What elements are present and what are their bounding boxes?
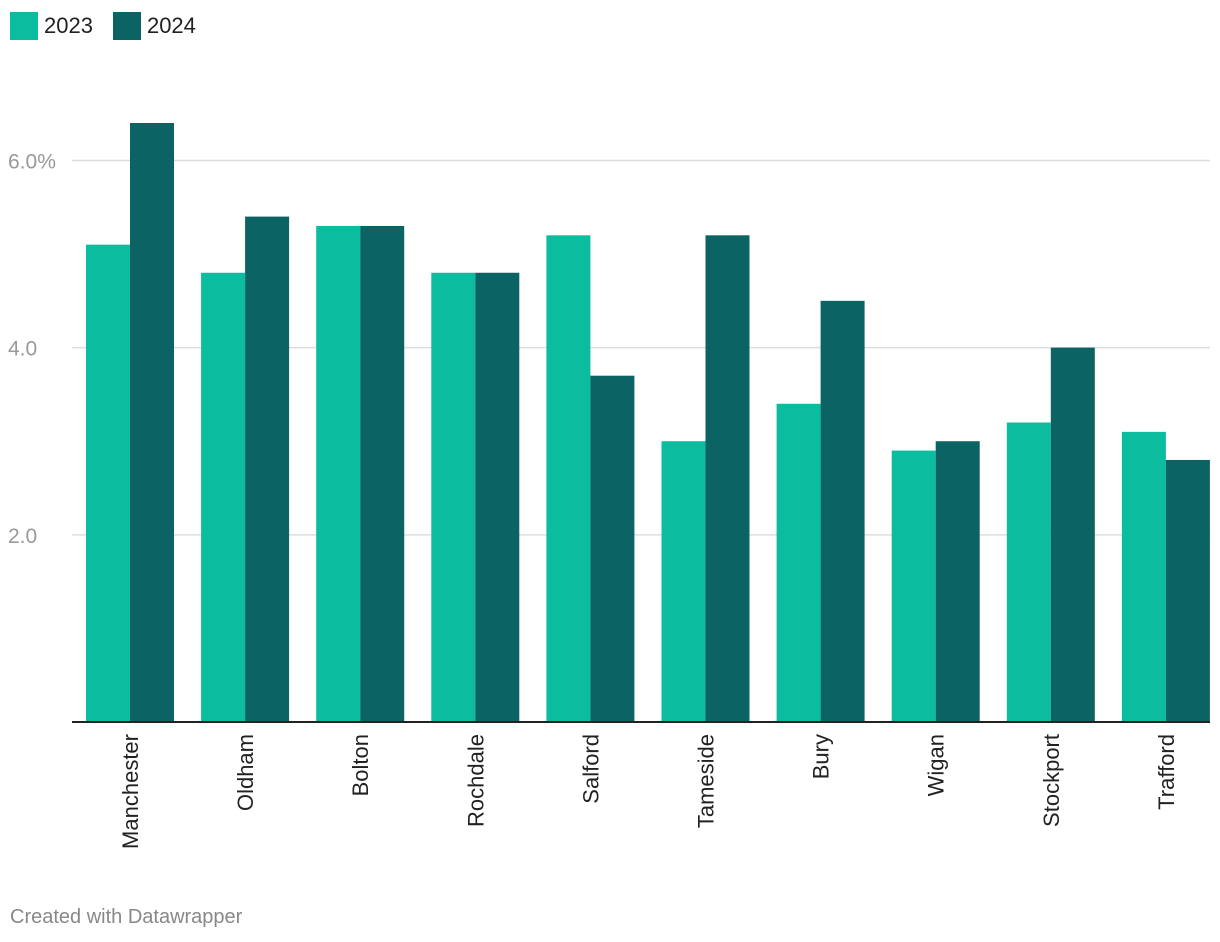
legend-item-2023: 2023	[10, 12, 93, 40]
legend-label-2023: 2023	[44, 13, 93, 38]
bar-salford-2024	[590, 375, 635, 722]
x-tick-label-salford: Salford	[578, 734, 603, 804]
bar-manchester-2023	[86, 244, 130, 722]
legend-item-2024: 2024	[112, 12, 196, 40]
legend-swatch-2023	[10, 12, 38, 40]
bar-tameside-2023	[661, 441, 706, 722]
bar-oldham-2023	[201, 272, 246, 722]
bar-chart: 2.0 4.0 6.0% Manchester Oldham Bolton Rochdale…	[8, 123, 1210, 849]
bar-wigan-2024	[935, 441, 980, 722]
bar-stockport-2024	[1050, 347, 1095, 722]
x-tick-label-manchester: Manchester	[118, 734, 143, 849]
x-tick-label-stockport: Stockport	[1039, 734, 1064, 827]
legend: 2023 2024	[10, 12, 216, 40]
footer-credit: Created with Datawrapper	[10, 906, 243, 928]
bar-rochdale-2024	[475, 272, 520, 722]
bar-bury-2024	[820, 300, 865, 722]
bar-rochdale-2023	[431, 272, 476, 722]
bar-wigan-2023	[891, 450, 936, 722]
y-tick-label-4: 4.0	[8, 338, 37, 361]
x-tick-label-oldham: Oldham	[233, 734, 258, 811]
bar-bury-2023	[776, 403, 821, 722]
bar-stockport-2023	[1006, 422, 1051, 722]
x-tick-label-rochdale: Rochdale	[463, 734, 488, 827]
bar-salford-2023	[546, 235, 591, 722]
legend-swatch-2024	[112, 12, 141, 40]
x-tick-label-tameside: Tameside	[694, 734, 719, 828]
bar-oldham-2024	[245, 216, 290, 722]
legend-label-2024: 2024	[146, 13, 196, 38]
x-tick-label-trafford: Trafford	[1154, 734, 1179, 810]
bar-manchester-2024	[130, 123, 174, 722]
bar-bolton-2024	[360, 225, 405, 722]
y-tick-label-2: 2.0	[8, 525, 37, 548]
y-tick-label-6: 6.0%	[8, 150, 56, 173]
bar-trafford-2024	[1165, 459, 1210, 722]
x-tick-label-bury: Bury	[809, 734, 834, 779]
bar-bolton-2023	[316, 225, 361, 722]
x-tick-label-bolton: Bolton	[348, 734, 373, 796]
x-tick-label-wigan: Wigan	[924, 734, 949, 796]
bar-trafford-2023	[1121, 431, 1166, 722]
bar-tameside-2024	[705, 235, 750, 722]
